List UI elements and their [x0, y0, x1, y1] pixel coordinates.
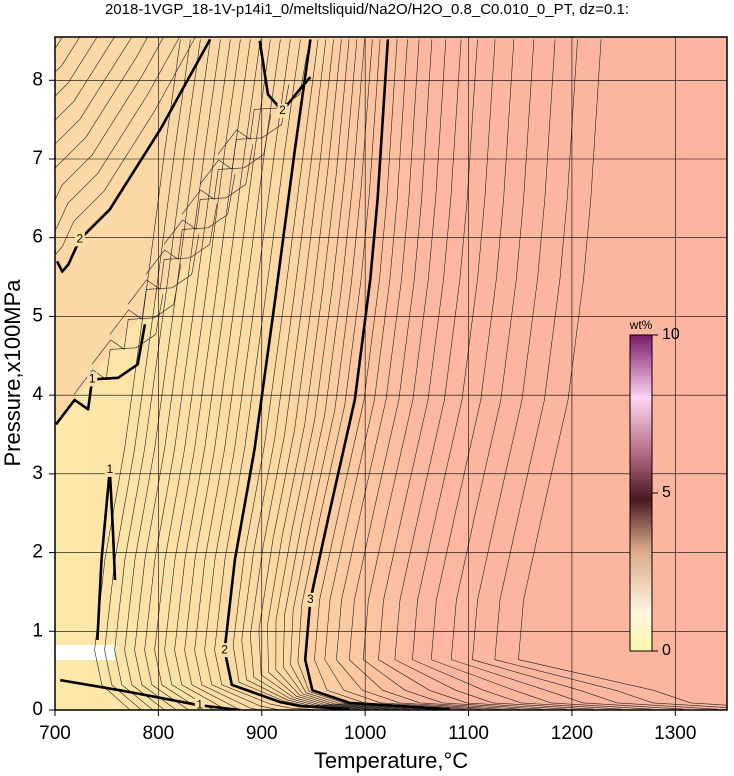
- thin-contour: [194, 39, 281, 710]
- y-tick-label: 7: [32, 148, 43, 169]
- thin-contour: [472, 39, 718, 710]
- thin-contour: [164, 39, 251, 710]
- contour-label: 1: [106, 462, 113, 476]
- contour-line: [223, 39, 350, 710]
- x-tick-label: 1300: [654, 723, 696, 744]
- thin-contour: [282, 39, 420, 710]
- contour-label-bg: [277, 103, 288, 118]
- thin-contour: [104, 39, 191, 710]
- chart-title: 2018-1VGP_18-1V-p14i1_0/meltsliquid/Na2O…: [105, 1, 629, 18]
- y-tick-label: 2: [32, 542, 43, 563]
- y-tick-label: 8: [32, 69, 43, 90]
- thin-contour: [450, 39, 684, 710]
- contour-label-bg: [74, 232, 85, 247]
- contour-label: 2: [279, 103, 286, 117]
- thin-contour: [55, 37, 164, 202]
- thin-contour: [174, 39, 261, 710]
- plot-background: [55, 37, 727, 710]
- thin-contour: [314, 39, 465, 710]
- colorbar-tick-label: 10: [662, 326, 680, 343]
- contour-label: 1: [89, 372, 96, 386]
- x-axis-label: Temperature,°C: [314, 748, 468, 773]
- thin-contour: [199, 84, 290, 185]
- thin-contours: [55, 37, 727, 710]
- thin-contour: [275, 39, 410, 710]
- contour-label-bg: [104, 462, 115, 477]
- thin-contour: [181, 114, 272, 215]
- colorbar-label: wt%: [629, 318, 653, 332]
- colorbar-tick-label: 5: [662, 484, 671, 501]
- thin-contour: [127, 204, 218, 305]
- colorbar-tick-label: 0: [662, 642, 671, 659]
- x-tick-label: 1200: [551, 723, 593, 744]
- thin-contour: [144, 39, 231, 710]
- y-tick-label: 0: [32, 699, 43, 720]
- thin-contour: [348, 39, 521, 710]
- thin-contour: [430, 39, 652, 710]
- thin-contour: [73, 294, 164, 395]
- thin-contour: [154, 39, 241, 710]
- thin-contour: [258, 39, 390, 710]
- thin-contour: [55, 37, 180, 231]
- x-tick-label: 800: [143, 723, 175, 744]
- thin-contour: [494, 39, 727, 708]
- thin-contour: [362, 39, 543, 710]
- thin-contour: [163, 144, 254, 245]
- thin-contour: [336, 39, 500, 710]
- contour-label-bg: [87, 372, 98, 387]
- contour-label: 2: [76, 231, 83, 245]
- thin-contour: [249, 39, 380, 710]
- x-tick-label: 700: [39, 723, 71, 744]
- thin-contour: [324, 39, 482, 710]
- plot-frame: [54, 36, 728, 711]
- thin-contour: [109, 234, 200, 335]
- x-tick-label: 1000: [344, 723, 386, 744]
- thin-contour: [394, 39, 594, 710]
- thin-contour: [378, 39, 568, 710]
- contour-label: 3: [307, 592, 314, 606]
- thin-contour: [124, 39, 211, 710]
- thin-contour: [290, 39, 430, 710]
- contour-line: [59, 678, 241, 710]
- contour-label-bg: [305, 592, 316, 607]
- contour-label: 1: [196, 697, 203, 711]
- thin-contour: [241, 39, 370, 710]
- y-tick-label: 1: [32, 620, 43, 641]
- thin-contour: [91, 264, 182, 365]
- thin-contour: [267, 39, 400, 710]
- thin-contour: [134, 39, 221, 710]
- x-tick-label: 1100: [448, 723, 489, 744]
- thin-contour: [55, 37, 133, 145]
- thin-contour: [214, 39, 326, 710]
- thin-contour: [217, 54, 308, 155]
- contour-line: [303, 39, 450, 710]
- y-tick-label: 4: [32, 384, 43, 405]
- thin-contour: [412, 39, 622, 710]
- thin-contour: [204, 39, 291, 710]
- thin-contour: [232, 39, 360, 710]
- thin-contour: [55, 37, 196, 255]
- thin-contour: [145, 174, 236, 275]
- y-tick-label: 6: [32, 227, 43, 248]
- contour-label: 2: [221, 642, 228, 656]
- thin-contour: [55, 37, 148, 170]
- contours: 3 2 2 2 1 1 1: [55, 38, 450, 711]
- thin-contour: [184, 39, 271, 710]
- thin-contour: [518, 39, 727, 706]
- thin-contour: [114, 39, 201, 710]
- y-tick-label: 5: [32, 305, 43, 326]
- y-tick-label: 3: [32, 463, 43, 484]
- x-tick-label: 900: [246, 723, 278, 744]
- y-axis-label: Pressure,x100MPa: [0, 279, 25, 467]
- contour-label-bg: [219, 643, 230, 658]
- contour-label-bg: [194, 698, 205, 710]
- colorbar: 0 5 10 wt%: [629, 318, 680, 659]
